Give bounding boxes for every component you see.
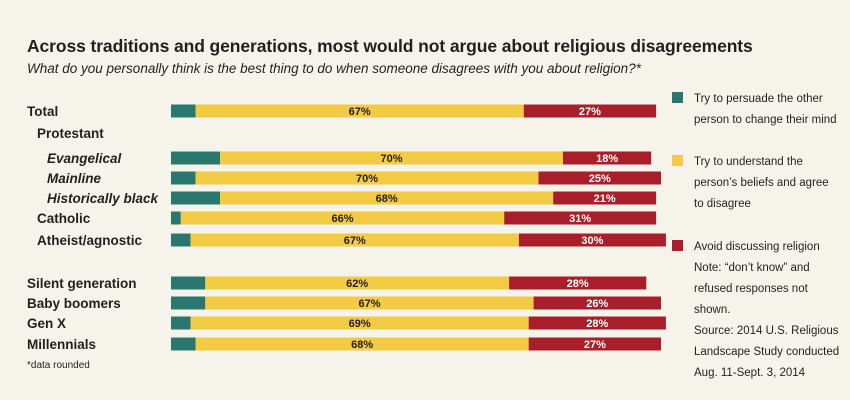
value-label-avoid-total: 27% xyxy=(579,106,601,118)
value-label-avoid-gen-x: 28% xyxy=(586,318,608,330)
bar-avoid-atheist-agnostic xyxy=(518,233,666,247)
category-label-mainline: Mainline xyxy=(47,171,101,186)
legend-swatch-avoid xyxy=(672,240,683,251)
chart-title: Across traditions and generations, most … xyxy=(27,36,753,56)
footnote: *data rounded xyxy=(27,360,90,371)
value-label-understand-total: 67% xyxy=(349,106,371,118)
category-label-catholic: Catholic xyxy=(37,211,91,226)
bar-persuade-catholic xyxy=(171,211,181,225)
legend-swatch-understand xyxy=(672,155,683,166)
source-line-3: Aug. 11-Sept. 3, 2014 xyxy=(694,367,806,379)
value-label-understand-catholic: 66% xyxy=(331,213,353,225)
bar-persuade-historically-black xyxy=(171,191,220,205)
note-line-1: Note: “don’t know” and xyxy=(694,262,810,274)
bar-understand-gen-x xyxy=(190,316,529,330)
bar-persuade-total xyxy=(171,104,196,118)
bar-avoid-silent-generation xyxy=(509,276,647,290)
value-label-avoid-baby-boomers: 26% xyxy=(586,298,608,310)
bar-understand-total xyxy=(195,104,524,118)
bar-avoid-baby-boomers xyxy=(533,296,661,310)
bar-avoid-evangelical xyxy=(563,151,652,165)
bar-persuade-millennials xyxy=(171,337,196,351)
category-label-baby-boomers: Baby boomers xyxy=(27,296,121,311)
value-label-avoid-mainline: 25% xyxy=(589,173,611,185)
legend-label-avoid: Avoid discussing religion Note: “don’t k… xyxy=(694,237,844,384)
value-label-understand-baby-boomers: 67% xyxy=(358,298,380,310)
value-label-avoid-atheist-agnostic: 30% xyxy=(581,235,603,247)
bar-persuade-gen-x xyxy=(171,316,191,330)
bar-understand-historically-black xyxy=(220,191,554,205)
bar-understand-millennials xyxy=(195,337,529,351)
source-line-1: Source: 2014 U.S. Religious xyxy=(694,325,839,337)
value-label-understand-silent-generation: 62% xyxy=(346,278,368,290)
legend-label-persuade: Try to persuade the other person to chan… xyxy=(694,93,837,126)
value-label-understand-historically-black: 68% xyxy=(376,193,398,205)
value-label-avoid-historically-black: 21% xyxy=(594,193,616,205)
bar-persuade-baby-boomers xyxy=(171,296,206,310)
bar-understand-catholic xyxy=(180,211,505,225)
value-label-avoid-catholic: 31% xyxy=(569,213,591,225)
bar-avoid-gen-x xyxy=(528,316,666,330)
legend-label-understand: Try to understand the person’s beliefs a… xyxy=(694,156,829,210)
value-label-avoid-silent-generation: 28% xyxy=(567,278,589,290)
category-label-millennials: Millennials xyxy=(27,337,96,352)
bar-avoid-historically-black xyxy=(553,191,657,205)
bar-persuade-evangelical xyxy=(171,151,220,165)
category-label-silent-generation: Silent generation xyxy=(27,276,137,291)
value-label-avoid-evangelical: 18% xyxy=(596,153,618,165)
value-label-understand-evangelical: 70% xyxy=(380,153,402,165)
category-label-total: Total xyxy=(27,104,58,119)
bar-avoid-millennials xyxy=(528,337,661,351)
bar-understand-silent-generation xyxy=(205,276,510,290)
bar-avoid-catholic xyxy=(504,211,657,225)
bar-avoid-total xyxy=(523,104,657,118)
value-label-understand-mainline: 70% xyxy=(356,173,378,185)
bar-persuade-atheist-agnostic xyxy=(171,233,191,247)
value-label-understand-gen-x: 69% xyxy=(349,318,371,330)
value-label-understand-atheist-agnostic: 67% xyxy=(344,235,366,247)
bar-persuade-silent-generation xyxy=(171,276,206,290)
category-label-gen-x: Gen X xyxy=(27,316,66,331)
source-line-2: Landscape Study conducted xyxy=(694,346,840,358)
bar-understand-mainline xyxy=(195,171,539,185)
category-label-evangelical: Evangelical xyxy=(47,151,122,166)
bar-avoid-mainline xyxy=(538,171,661,185)
chart-subtitle: What do you personally think is the best… xyxy=(27,61,641,76)
value-label-avoid-millennials: 27% xyxy=(584,339,606,351)
category-label-atheist-agnostic: Atheist/agnostic xyxy=(37,233,143,248)
value-label-understand-millennials: 68% xyxy=(351,339,373,351)
note-line-2: refused responses not shown. xyxy=(694,283,808,316)
legend-swatch-persuade xyxy=(672,92,683,103)
category-label-protestant: Protestant xyxy=(37,126,104,141)
bar-understand-atheist-agnostic xyxy=(190,233,519,247)
category-label-historically-black: Historically black xyxy=(47,191,160,206)
bar-understand-evangelical xyxy=(220,151,563,165)
bar-persuade-mainline xyxy=(171,171,196,185)
bar-understand-baby-boomers xyxy=(205,296,534,310)
